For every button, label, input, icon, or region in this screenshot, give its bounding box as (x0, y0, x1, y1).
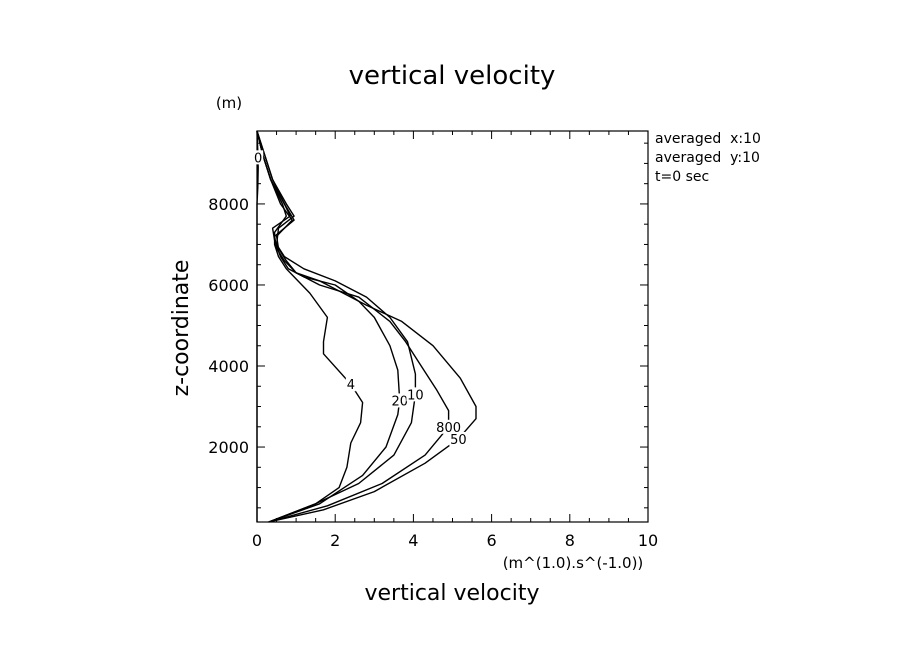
x-tick-label: 10 (638, 531, 658, 550)
y-tick-label: 2000 (208, 438, 249, 457)
profile-line-800 (256, 130, 450, 523)
x-unit-label: (m^(1.0).s^(-1.0)) (503, 554, 644, 572)
y-axis-label: z-coordinate (169, 260, 194, 397)
profile-line-10 (256, 130, 417, 523)
profile-curves (256, 130, 477, 523)
axis-ticks: 0 2 4 6 8 10 2000 4000 6000 8000 (208, 131, 658, 550)
annotation-y-average: averaged y:10 (655, 150, 760, 166)
annotation-x-average: averaged x:10 (655, 131, 761, 147)
profile-line-50 (256, 130, 477, 523)
x-tick-label: 0 (252, 531, 262, 550)
contour-label-bg (449, 431, 468, 446)
y-tick-label: 8000 (208, 195, 249, 214)
x-tick-label: 2 (330, 531, 340, 550)
contour-label-bg (406, 387, 425, 402)
profile-line-4 (256, 130, 364, 523)
x-tick-label: 6 (487, 531, 497, 550)
contour-label-0: 0 (254, 151, 262, 166)
contour-label-bg (345, 377, 356, 392)
contour-label-bg (435, 419, 462, 434)
x-tick-label: 4 (408, 531, 418, 550)
chart-title: vertical velocity (349, 61, 556, 91)
contour-label-50: 50 (450, 433, 467, 448)
x-tick-label: 8 (565, 531, 575, 550)
annotation-time: t=0 sec (655, 169, 709, 185)
x-axis-label: vertical velocity (364, 581, 539, 606)
contour-label-bg (390, 393, 409, 408)
contour-label-4: 4 (347, 378, 355, 393)
y-tick-label: 6000 (208, 276, 249, 295)
contour-label-10: 10 (407, 388, 424, 403)
profile-line-0 (256, 130, 259, 522)
contour-label-20: 20 (391, 394, 408, 409)
contour-label-bg (253, 150, 264, 165)
y-unit-label: (m) (216, 94, 242, 112)
plot-frame (256, 130, 649, 523)
y-tick-label: 4000 (208, 357, 249, 376)
